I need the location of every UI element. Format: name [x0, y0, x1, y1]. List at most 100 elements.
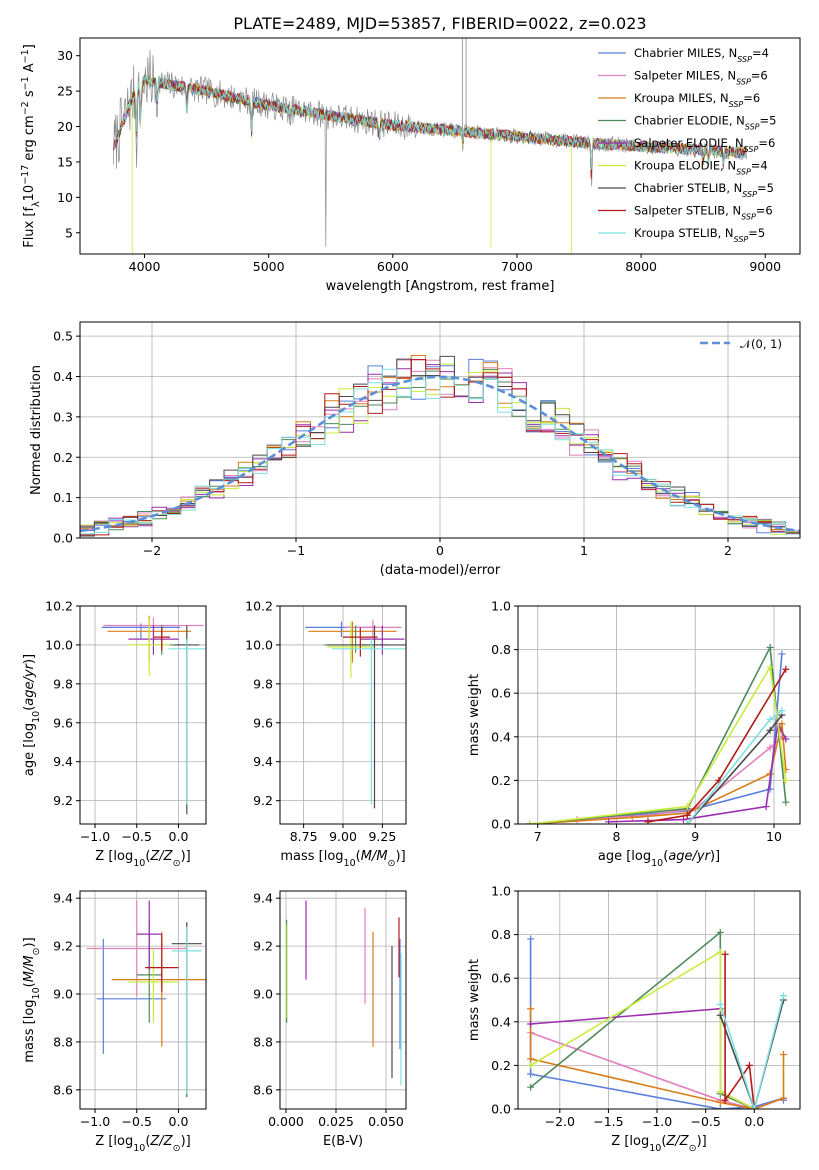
x-tick-label: 6000: [377, 259, 409, 274]
x-axis-label-part: 10: [344, 858, 356, 869]
legend-label: Salpeter MILES, NSSP=6: [634, 69, 768, 87]
mass-weight-line: [529, 644, 787, 824]
plus-marker: [745, 1061, 753, 1069]
y-axis-label: age [log10(age/yr)]: [22, 654, 42, 776]
y-axis-label-part: age [log: [22, 723, 37, 776]
legend-label: Salpeter ELODIE, NSSP=6: [634, 136, 775, 154]
y-tick-label: 1.0: [491, 884, 511, 899]
y-tick-label: 9.6: [53, 715, 73, 730]
plus-marker: [527, 1020, 535, 1028]
x-axis-label-part: )]: [396, 849, 406, 864]
x-axis-label-part: mass [log: [280, 849, 343, 864]
plot-area: [526, 643, 790, 824]
y-tick-label: 0.0: [53, 531, 73, 546]
x-axis-label-part: (: [661, 1134, 666, 1149]
y-axis-label: mass weight: [467, 674, 482, 756]
panel-mass-vs-metallicity: −1.0 −0.5 0.08.68.89.09.29.4Z [log10(Z/Z⊙)…: [22, 890, 207, 1154]
y-tick-label: 0.6: [491, 686, 511, 701]
x-axis-label-part: E(B-V): [323, 1134, 363, 1149]
y-tick-label: 9.0: [53, 987, 73, 1002]
plus-marker: [750, 1105, 758, 1109]
y-tick-label: 0.4: [491, 1014, 511, 1029]
y-axis-label-part: −2: [20, 101, 31, 115]
y-tick-label: 0.3: [53, 409, 73, 424]
plus-marker: [778, 650, 786, 658]
x-axis-label: E(B-V): [323, 1134, 363, 1149]
y-tick-label: 8.8: [53, 1034, 73, 1049]
y-tick-label: 1.0: [491, 599, 511, 614]
axes-frame: [517, 605, 801, 825]
panel-residuals: −2 −1 0 1 2 0.0 0.1 0.2 0.3 0.4 0.5 (data-model)/er…: [29, 321, 801, 578]
legend-label-tail: =5: [760, 114, 777, 128]
plot-area: [80, 355, 800, 537]
x-tick-label: 7000: [501, 259, 533, 274]
x-tick-label: 9: [691, 829, 699, 844]
legend-label-subscript: SSP: [736, 167, 751, 176]
y-axis-label: mass [log10(M/M⊙)]: [22, 937, 42, 1062]
y-axis-label-part: Normed distribution: [29, 365, 44, 495]
plot-area: [101, 615, 206, 815]
legend-label-text: Kroupa STELIB, N: [634, 226, 734, 240]
x-tick-label: −0.5: [122, 1114, 152, 1129]
plus-marker: [762, 803, 770, 811]
x-axis-label-part: ⊙: [388, 858, 396, 869]
x-axis-label-part: ⊙: [173, 1143, 181, 1154]
y-tick-label: 0.2: [491, 1058, 511, 1073]
x-tick-label: 2: [724, 543, 732, 558]
y-axis-label-part: erg cm: [22, 115, 37, 164]
legend-label-text: Salpeter MILES, N: [634, 69, 736, 83]
y-axis-label-part: ]: [22, 44, 37, 49]
x-axis-label-part: )]: [710, 849, 720, 864]
legend-label: Chabrier MILES, NSSP=4: [634, 46, 769, 64]
y-tick-label: 0.8: [491, 642, 511, 657]
x-axis-label: (data-model)/error: [380, 563, 501, 578]
y-axis-label-part: 10: [22, 185, 37, 202]
plus-marker: [782, 798, 790, 806]
y-axis-label-part: −1: [20, 49, 31, 63]
plus-marker: [716, 948, 724, 956]
legend-label-text: Kroupa ELODIE, N: [634, 159, 736, 173]
plus-marker: [679, 816, 687, 824]
y-tick-label: 9.4: [53, 754, 73, 769]
x-axis-label-part: (: [145, 1134, 150, 1149]
x-axis-label-part: Z [log: [611, 1134, 649, 1149]
y-axis-label-part: mass weight: [467, 959, 482, 1041]
y-axis-label-part: )]: [22, 654, 37, 664]
y-tick-label: 10.2: [245, 599, 273, 614]
plot-area: [285, 900, 402, 1086]
x-axis-label: Z [log10(Z/Z⊙)]: [611, 1134, 706, 1154]
x-axis-label-part: (data-model)/error: [380, 563, 501, 578]
plus-marker: [605, 818, 613, 824]
x-tick-label: 9.00: [329, 829, 357, 844]
x-tick-label: 5000: [253, 259, 285, 274]
y-axis-label-part: age/yr: [22, 662, 37, 705]
y-axis-label: mass weight: [467, 959, 482, 1041]
plus-marker: [766, 663, 774, 671]
y-tick-label: 10.0: [45, 637, 73, 652]
mass-weight-line: [647, 668, 787, 823]
y-axis-label: Flux [fλ10−17 erg cm−2 s−1 A−1]: [20, 44, 42, 248]
y-axis-label-part: M/M: [22, 955, 37, 982]
plus-marker: [527, 1055, 535, 1063]
y-axis-label-part: mass weight: [467, 674, 482, 756]
mass-weight-line: [719, 995, 785, 1109]
legend-label-subscript: SSP: [734, 235, 749, 244]
legend-label: 𝒩(0, 1): [740, 337, 782, 351]
normal-reference-curve: [80, 375, 800, 533]
legend-label-subscript: SSP: [736, 77, 751, 86]
plus-marker: [716, 1088, 724, 1096]
x-axis-label-part: 10: [133, 858, 145, 869]
legend-label-tail: =6: [758, 136, 775, 150]
x-axis-label-part: age [log: [598, 849, 651, 864]
y-tick-label: 10.0: [245, 637, 273, 652]
mass-weight-line: [530, 950, 755, 1109]
x-axis-label-part: Z [log: [95, 849, 133, 864]
y-axis-label-part: λ: [31, 201, 42, 207]
y-tick-label: 9.2: [53, 939, 73, 954]
y-axis-label-part: ⊙: [31, 948, 42, 956]
legend-label-subscript: SSP: [745, 122, 760, 131]
plus-marker: [779, 1094, 787, 1102]
y-tick-label: 25: [57, 84, 73, 99]
y-axis-label-part: −17: [20, 165, 31, 185]
